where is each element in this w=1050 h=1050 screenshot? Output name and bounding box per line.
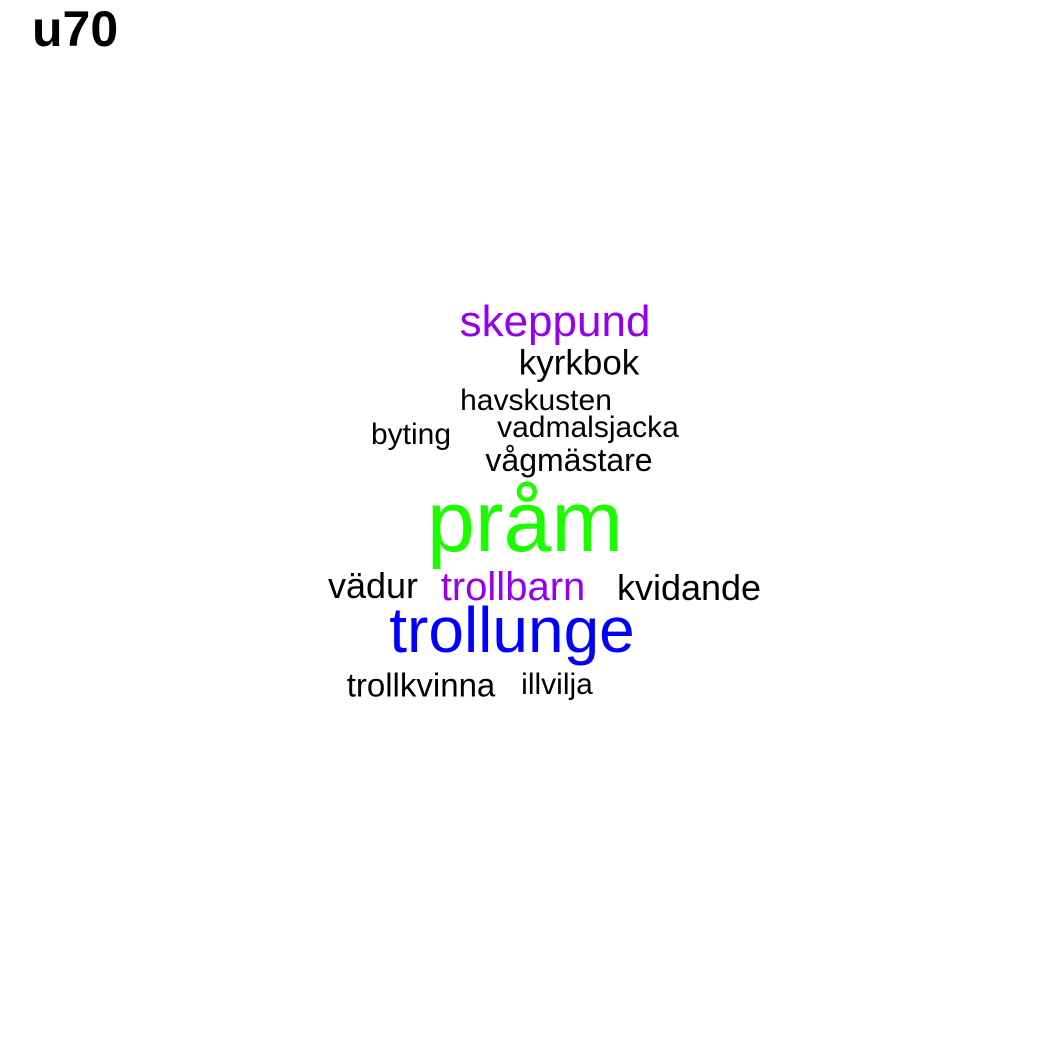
word-illvilja: illvilja — [521, 668, 593, 701]
word-kyrkbok: kyrkbok — [518, 343, 640, 383]
word-byting: byting — [370, 418, 452, 451]
word-pram: pråm — [427, 474, 623, 570]
word-havskusten: havskusten — [460, 384, 612, 417]
word-kvidande: kvidande — [616, 567, 762, 608]
word-trollunge: trollunge — [389, 594, 635, 666]
word-vadmalsjacka: vadmalsjacka — [497, 411, 679, 444]
word-trollkvinna: trollkvinna — [346, 666, 496, 704]
word-skeppund: skeppund — [459, 297, 651, 346]
word-trollbarn: trollbarn — [440, 565, 586, 609]
title: u70 — [32, 1, 119, 57]
word-vagmastare: vågmästare — [485, 442, 653, 478]
word-vadur: vädur — [327, 565, 419, 606]
